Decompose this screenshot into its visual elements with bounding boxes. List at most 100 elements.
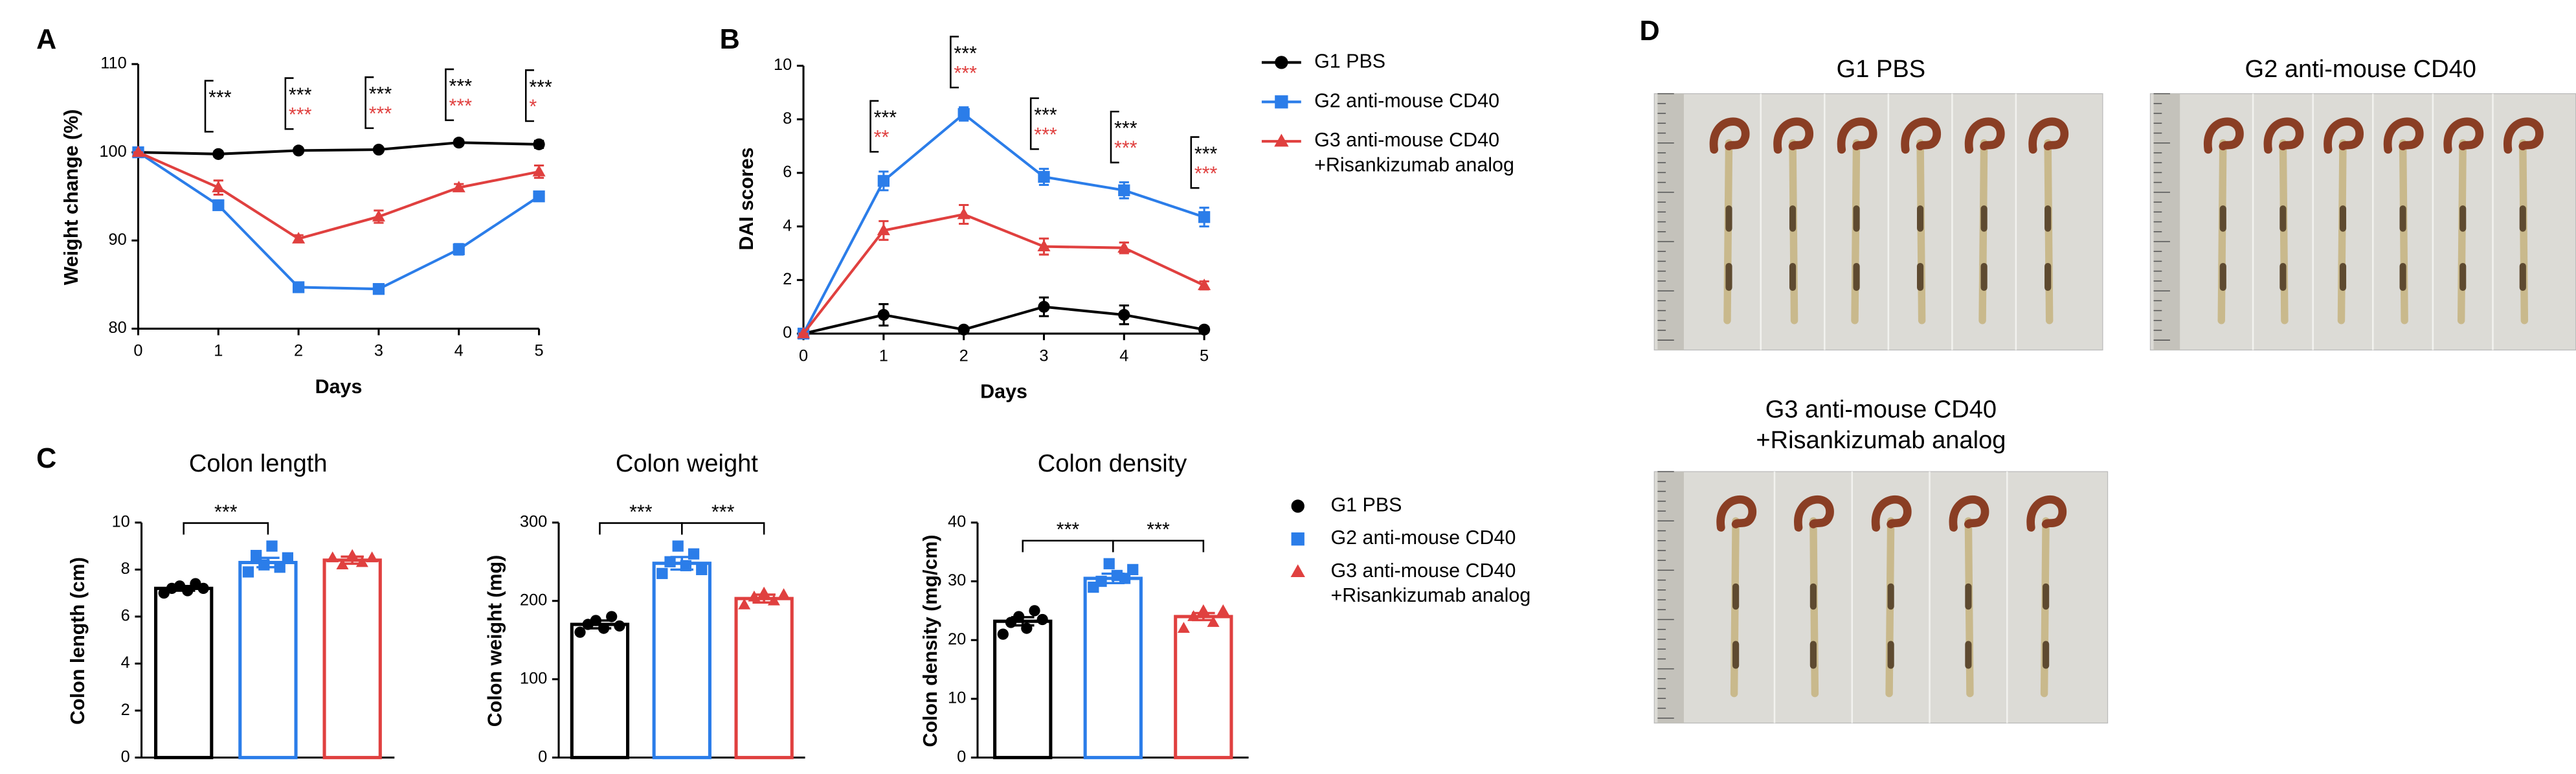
photo bbox=[1653, 471, 2109, 723]
data-point bbox=[748, 590, 761, 602]
data-point bbox=[957, 207, 970, 220]
x-tick-label: 0 bbox=[799, 347, 808, 365]
colon-hook bbox=[2383, 117, 2424, 154]
significance-label: *** bbox=[449, 75, 473, 97]
significance-bracket bbox=[524, 69, 534, 122]
data-point bbox=[533, 190, 545, 203]
data-point bbox=[292, 144, 305, 157]
data-point bbox=[242, 566, 254, 578]
y-tick-label: 0 bbox=[783, 324, 792, 342]
legend-label: G2 anti-mouse CD40 bbox=[1330, 527, 1516, 549]
significance-bracket bbox=[950, 36, 959, 89]
y-axis-label: Colon weight (mg) bbox=[484, 555, 506, 727]
photo-caption: G1 PBS bbox=[1837, 56, 1925, 83]
data-point bbox=[877, 308, 890, 321]
bar bbox=[570, 622, 630, 760]
data-point bbox=[197, 582, 209, 595]
x-tick-label: 4 bbox=[454, 342, 464, 360]
x-tick-label: 3 bbox=[1039, 347, 1048, 365]
data-point bbox=[877, 175, 890, 187]
series-line bbox=[138, 141, 539, 155]
data-point bbox=[1207, 616, 1220, 627]
colon-hook bbox=[1964, 117, 2005, 154]
colon-hook bbox=[1709, 117, 1750, 154]
data-point bbox=[1103, 558, 1115, 569]
data-point bbox=[292, 281, 305, 293]
comparison-bracket bbox=[1022, 540, 1114, 552]
legend-marker bbox=[1274, 133, 1289, 147]
data-point bbox=[1118, 184, 1130, 196]
colon-body bbox=[2217, 139, 2227, 324]
bar bbox=[322, 558, 382, 760]
colon-body bbox=[1851, 139, 1861, 324]
colon-hook bbox=[2026, 495, 2066, 532]
colon-hook bbox=[2324, 117, 2364, 154]
y-axis-label: Colon length (cm) bbox=[67, 557, 89, 725]
data-point bbox=[258, 559, 270, 571]
significance-label: ** bbox=[874, 126, 890, 148]
colon-body bbox=[2399, 139, 2408, 324]
colon-hook bbox=[1794, 495, 1834, 532]
y-tick-label: 2 bbox=[783, 270, 792, 288]
y-tick-label: 10 bbox=[112, 513, 130, 531]
data-point bbox=[452, 181, 465, 192]
comparison-bracket bbox=[681, 522, 765, 535]
data-point bbox=[1118, 308, 1130, 321]
y-tick-label: 10 bbox=[774, 56, 792, 74]
comparison-bracket bbox=[183, 522, 269, 535]
photo-caption: G2 anti-mouse CD40 bbox=[2245, 56, 2476, 83]
data-point bbox=[532, 165, 546, 177]
data-point bbox=[664, 556, 676, 567]
significance-bracket bbox=[284, 77, 294, 130]
legend-marker bbox=[1291, 532, 1305, 546]
significance-label: *** bbox=[449, 95, 473, 117]
significance-label: *** bbox=[289, 104, 312, 126]
y-tick-label: 8 bbox=[783, 109, 792, 128]
legend-marker bbox=[1275, 95, 1288, 109]
bar bbox=[652, 562, 711, 760]
panel-label: D bbox=[1639, 16, 1659, 47]
data-point bbox=[598, 622, 610, 634]
significance-label: * bbox=[529, 96, 537, 118]
significance-bracket bbox=[204, 80, 214, 133]
significance-bracket bbox=[364, 76, 374, 130]
x-tick-label: 5 bbox=[535, 342, 544, 360]
colon-body bbox=[1723, 139, 1733, 324]
legend-label: G1 PBS bbox=[1330, 494, 1402, 516]
data-point bbox=[372, 210, 385, 222]
data-point bbox=[958, 108, 970, 120]
colon-hook bbox=[1949, 495, 1989, 532]
data-point bbox=[292, 232, 306, 244]
data-point bbox=[212, 199, 225, 211]
data-point bbox=[453, 136, 465, 149]
data-point bbox=[366, 551, 379, 563]
data-point bbox=[656, 567, 668, 580]
colon-hook bbox=[2028, 117, 2068, 154]
y-tick-label: 4 bbox=[783, 216, 792, 234]
photo-caption: G3 anti-mouse CD40 +Risankizumab analog bbox=[1756, 396, 2006, 454]
data-point bbox=[1197, 604, 1210, 615]
data-point bbox=[997, 628, 1009, 640]
data-point bbox=[1038, 170, 1050, 183]
significance-label: *** bbox=[369, 103, 392, 125]
data-point bbox=[372, 283, 385, 295]
colon-body bbox=[2044, 139, 2054, 324]
colon-hook bbox=[1837, 117, 1877, 154]
x-tick-label: 3 bbox=[374, 342, 383, 360]
legend-label: G3 anti-mouse CD40 +Risankizumab analog bbox=[1330, 560, 1530, 606]
bar bbox=[154, 586, 214, 760]
significance-label: *** bbox=[529, 76, 552, 98]
significance-bracket bbox=[1110, 111, 1119, 164]
bar bbox=[993, 619, 1053, 760]
colon-hook bbox=[2204, 117, 2244, 154]
significance-label: *** bbox=[369, 83, 392, 105]
data-point bbox=[212, 148, 225, 160]
legend-label: G1 PBS bbox=[1314, 50, 1385, 72]
comparison-label: *** bbox=[1057, 519, 1080, 541]
y-tick-label: 30 bbox=[948, 571, 966, 589]
photo bbox=[2149, 93, 2576, 351]
legend-label: G3 anti-mouse CD40 +Risankizumab analog bbox=[1314, 129, 1514, 176]
colon-hook bbox=[1871, 495, 1912, 532]
significance-bracket bbox=[1029, 97, 1039, 150]
y-tick-label: 0 bbox=[121, 747, 130, 766]
